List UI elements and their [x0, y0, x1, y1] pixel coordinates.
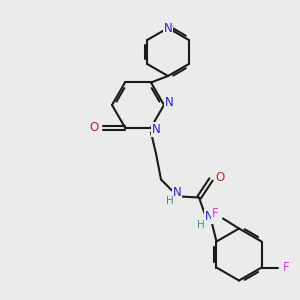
Text: N: N	[165, 97, 173, 110]
Text: H: H	[166, 196, 174, 206]
Text: O: O	[89, 121, 99, 134]
Text: F: F	[283, 261, 290, 274]
Text: N: N	[172, 186, 182, 199]
Text: F: F	[212, 207, 218, 220]
Text: H: H	[197, 220, 205, 230]
Text: N: N	[164, 22, 172, 34]
Text: N: N	[205, 210, 213, 223]
Text: N: N	[152, 123, 160, 136]
Text: O: O	[215, 171, 225, 184]
